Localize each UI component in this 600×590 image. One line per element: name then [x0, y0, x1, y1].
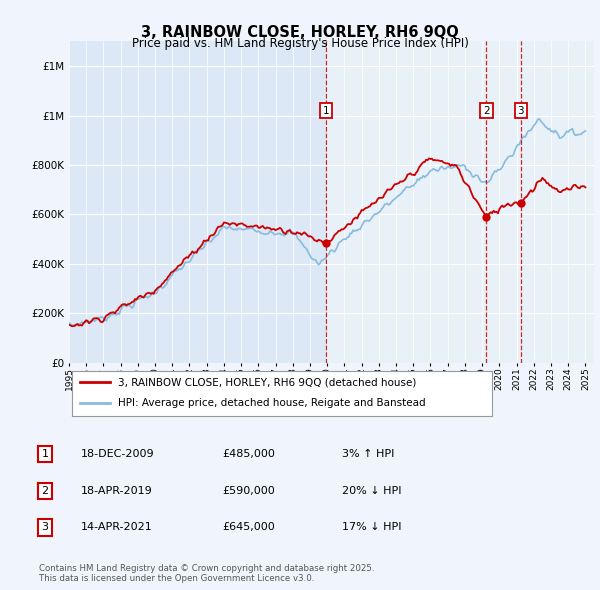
Text: 3: 3: [41, 523, 49, 532]
Text: 3, RAINBOW CLOSE, HORLEY, RH6 9QQ: 3, RAINBOW CLOSE, HORLEY, RH6 9QQ: [141, 25, 459, 40]
Text: 2: 2: [41, 486, 49, 496]
Text: 3, RAINBOW CLOSE, HORLEY, RH6 9QQ (detached house): 3, RAINBOW CLOSE, HORLEY, RH6 9QQ (detac…: [118, 378, 416, 387]
Text: £590,000: £590,000: [222, 486, 275, 496]
Text: 1: 1: [41, 450, 49, 459]
Text: £645,000: £645,000: [222, 523, 275, 532]
Text: 1: 1: [322, 106, 329, 116]
Text: 18-APR-2019: 18-APR-2019: [81, 486, 153, 496]
Text: Price paid vs. HM Land Registry's House Price Index (HPI): Price paid vs. HM Land Registry's House …: [131, 37, 469, 50]
Text: HPI: Average price, detached house, Reigate and Banstead: HPI: Average price, detached house, Reig…: [118, 398, 426, 408]
Text: Contains HM Land Registry data © Crown copyright and database right 2025.
This d: Contains HM Land Registry data © Crown c…: [39, 563, 374, 583]
Text: 14-APR-2021: 14-APR-2021: [81, 523, 153, 532]
Text: 3: 3: [518, 106, 524, 116]
Text: 20% ↓ HPI: 20% ↓ HPI: [342, 486, 401, 496]
Text: £485,000: £485,000: [222, 450, 275, 459]
Text: 17% ↓ HPI: 17% ↓ HPI: [342, 523, 401, 532]
Text: 3% ↑ HPI: 3% ↑ HPI: [342, 450, 394, 459]
Text: 2: 2: [483, 106, 490, 116]
Text: 18-DEC-2009: 18-DEC-2009: [81, 450, 155, 459]
Bar: [327, 41, 600, 363]
